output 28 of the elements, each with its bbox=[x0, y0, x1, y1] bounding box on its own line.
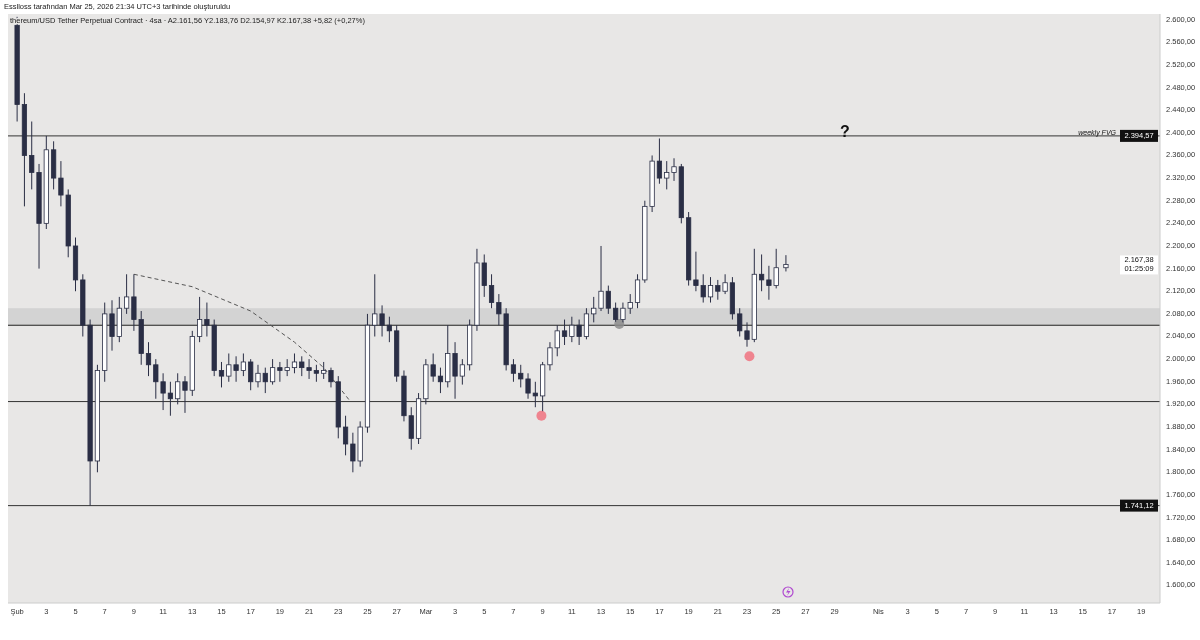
candlestick bbox=[532, 381, 538, 408]
candlestick bbox=[583, 307, 590, 340]
point bbox=[614, 319, 625, 330]
candlestick bbox=[759, 253, 765, 292]
candlestick bbox=[488, 273, 495, 309]
candlestick bbox=[386, 316, 392, 343]
candlestick bbox=[124, 273, 130, 315]
candlestick bbox=[656, 137, 663, 185]
point bbox=[744, 351, 755, 362]
candlestick bbox=[167, 381, 173, 417]
candlestick bbox=[510, 358, 517, 383]
line-series bbox=[133, 273, 351, 403]
candlestick bbox=[634, 273, 641, 309]
candlestick bbox=[459, 358, 465, 386]
candlestick bbox=[783, 254, 789, 272]
candlestick bbox=[613, 302, 619, 323]
candlestick bbox=[240, 352, 246, 377]
candlestick bbox=[561, 319, 568, 346]
candlestick bbox=[197, 296, 203, 343]
candlestick bbox=[707, 276, 714, 304]
candlestick bbox=[145, 341, 152, 377]
candlestick bbox=[342, 415, 349, 456]
candlestick bbox=[218, 361, 225, 388]
point bbox=[536, 410, 547, 421]
candlestick bbox=[269, 358, 276, 386]
candlestick bbox=[291, 352, 298, 374]
annotation: ? bbox=[840, 123, 850, 141]
candlestick bbox=[437, 367, 444, 394]
